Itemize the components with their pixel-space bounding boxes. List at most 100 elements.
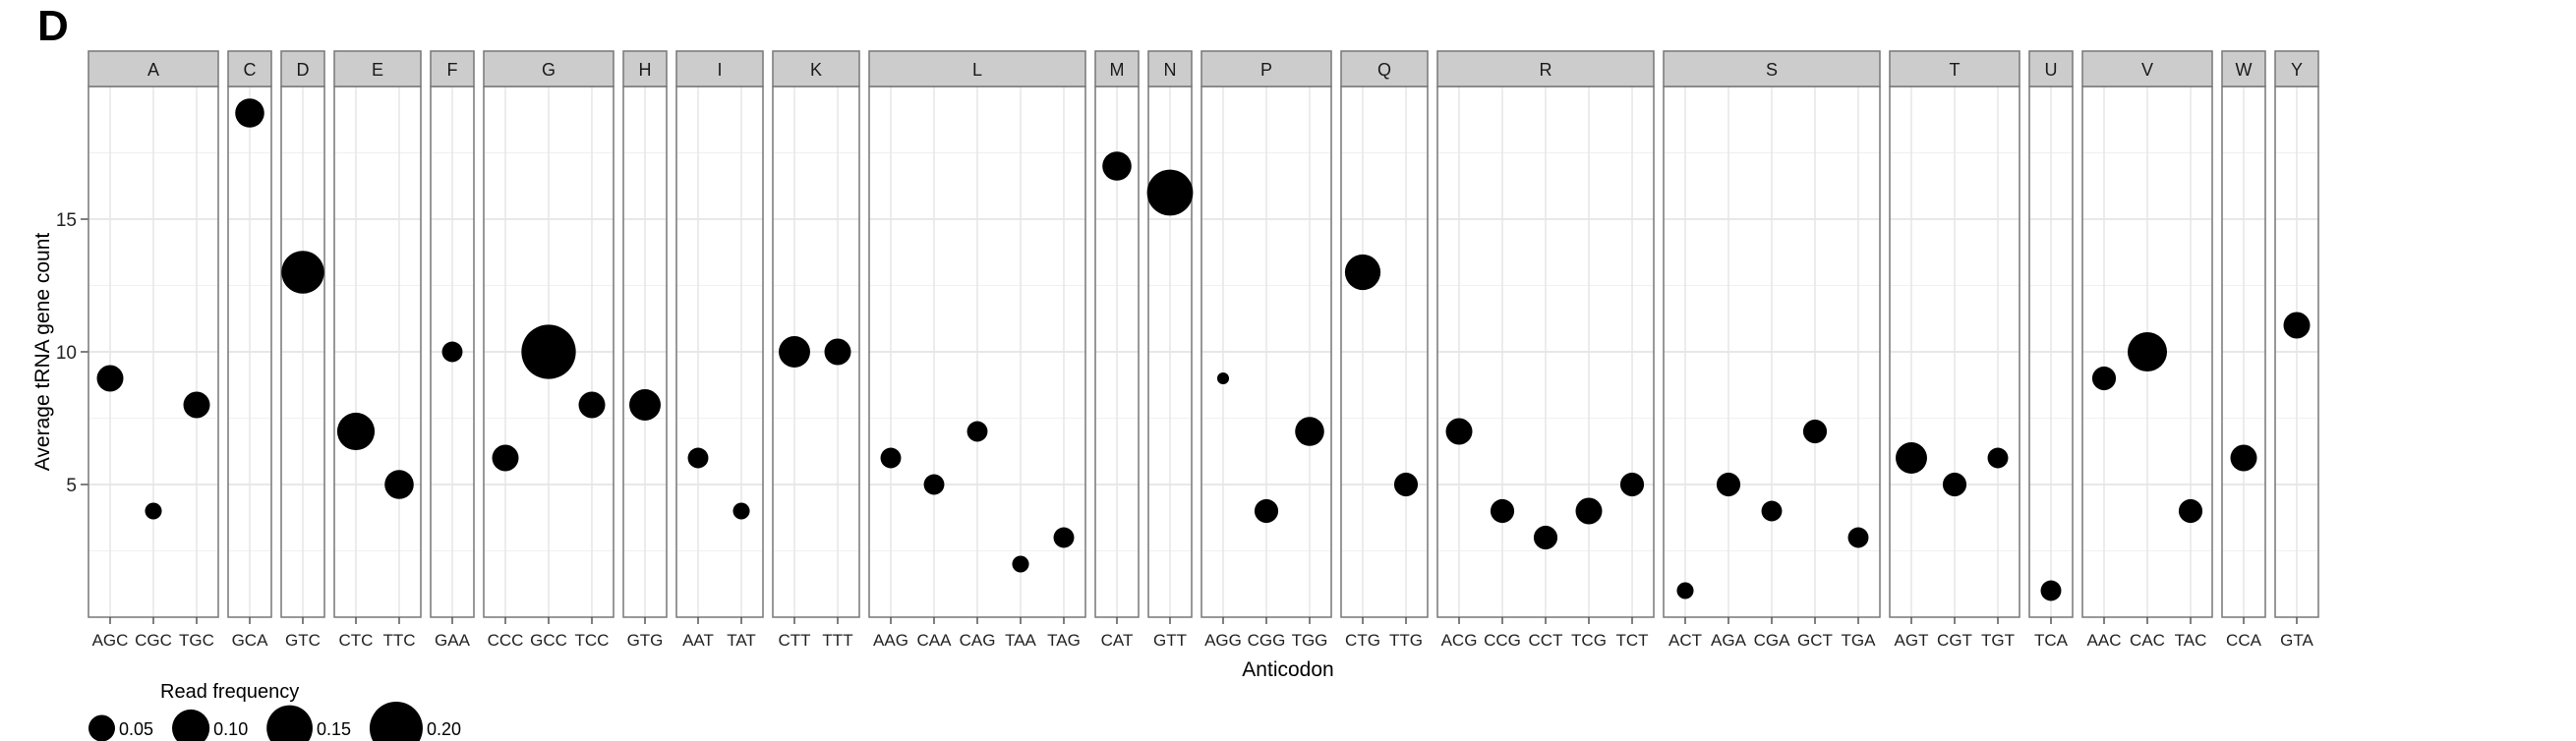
x-tick-label: CGG <box>1248 631 1286 650</box>
facet-strip <box>1663 50 1881 87</box>
data-point-gtg <box>629 389 661 421</box>
facet-strip <box>2221 50 2266 87</box>
data-point-ctc <box>336 412 376 451</box>
x-tick-label: TGG <box>1292 631 1328 650</box>
x-tick-label: CAA <box>917 631 953 650</box>
x-tick-label: CAG <box>960 631 996 650</box>
data-point-cct <box>1533 525 1558 550</box>
x-tick-label: TTT <box>822 631 852 650</box>
facet-strip-label: P <box>1260 60 1272 80</box>
facet-strip-label: D <box>297 60 310 80</box>
facet-strip-label: Y <box>2291 60 2303 80</box>
data-point-cgt <box>1942 472 1967 497</box>
facet-strip <box>1200 50 1332 87</box>
facet-strip-label: A <box>147 60 159 80</box>
x-tick-label: CTG <box>1345 631 1380 650</box>
x-tick-label: GAA <box>435 631 471 650</box>
facet-strip <box>868 50 1086 87</box>
legend-key-label: 0.10 <box>213 719 248 739</box>
facet-strip-label: E <box>372 60 383 80</box>
facet-strip <box>1889 50 2020 87</box>
facet-strip <box>2274 50 2319 87</box>
data-point-tcg <box>1575 497 1603 525</box>
x-tick-label: TAG <box>1047 631 1081 650</box>
y-tick-label: 5 <box>66 476 77 496</box>
x-tick-label: AAC <box>2087 631 2122 650</box>
facet-strip-label: M <box>1110 60 1125 80</box>
data-point-agg <box>1216 371 1230 385</box>
panel-label: D <box>37 2 69 50</box>
x-tick-label: GCA <box>232 631 269 650</box>
facet-strip <box>280 50 325 87</box>
y-tick-label: 15 <box>56 210 77 231</box>
x-tick-label: TCG <box>1571 631 1607 650</box>
x-tick-label: CTT <box>778 631 810 650</box>
x-tick-label: GCC <box>530 631 567 650</box>
data-point-gta <box>2283 312 2311 339</box>
facet-strip-label: L <box>972 60 982 80</box>
facet-strip-label: G <box>542 60 556 80</box>
data-point-cat <box>1102 151 1132 181</box>
data-point-cgc <box>145 502 162 520</box>
facet-strip-label: F <box>447 60 458 80</box>
data-point-ttc <box>384 470 414 499</box>
x-tick-label: CTC <box>339 631 374 650</box>
x-tick-label: TTC <box>382 631 415 650</box>
data-point-cgg <box>1254 498 1279 524</box>
x-tick-label: ACT <box>1669 631 1702 650</box>
facet-strip <box>2081 50 2213 87</box>
data-point-tat <box>732 502 750 520</box>
data-point-aag <box>880 447 902 469</box>
legend-key-label: 0.15 <box>317 719 351 739</box>
legend-key-circle <box>266 705 313 741</box>
data-point-tgc <box>183 391 210 419</box>
x-tick-label: TCA <box>2034 631 2069 650</box>
facet-strip <box>1436 50 1655 87</box>
facet-strip <box>88 50 219 87</box>
facet-strip-label: C <box>244 60 257 80</box>
facet-strip-label: U <box>2045 60 2058 80</box>
facet-strip <box>2028 50 2074 87</box>
data-point-cga <box>1761 500 1783 522</box>
data-point-act <box>1676 582 1694 599</box>
x-tick-label: TGA <box>1842 631 1877 650</box>
facet-strip-label: Q <box>1377 60 1391 80</box>
data-point-aga <box>1716 472 1741 497</box>
facet-strip <box>430 50 475 87</box>
data-point-acg <box>1445 418 1473 445</box>
x-tick-label: CGC <box>135 631 172 650</box>
facet-strip <box>772 50 860 87</box>
facet-strip-label: N <box>1164 60 1177 80</box>
data-point-tga <box>1847 527 1869 548</box>
facet-strip-label: I <box>717 60 722 80</box>
x-tick-label: CGA <box>1754 631 1791 650</box>
data-point-gca <box>235 98 264 128</box>
legend-key-circle <box>172 709 210 741</box>
x-tick-label: AGA <box>1711 631 1747 650</box>
data-point-caa <box>923 474 945 495</box>
data-point-tac <box>2178 498 2203 524</box>
data-point-gtc <box>281 251 324 294</box>
data-point-gcc <box>521 324 576 379</box>
data-point-agt <box>1896 442 1927 474</box>
facet-strip-label: K <box>810 60 822 80</box>
x-tick-label: CAT <box>1101 631 1134 650</box>
data-point-tct <box>1619 472 1645 497</box>
facet-strip-label: V <box>2141 60 2153 80</box>
x-tick-label: TGT <box>1981 631 2015 650</box>
x-tick-label: GTC <box>285 631 321 650</box>
x-tick-label: AAT <box>682 631 714 650</box>
x-tick-label: AGG <box>1204 631 1242 650</box>
x-tick-label: TTG <box>1389 631 1423 650</box>
data-point-ttt <box>824 338 851 366</box>
data-point-ccg <box>1490 498 1515 524</box>
data-point-aac <box>2091 366 2117 391</box>
x-tick-label: ACG <box>1441 631 1478 650</box>
legend-title: Read frequency <box>160 681 299 703</box>
facet-strip-label: S <box>1766 60 1778 80</box>
data-point-ttg <box>1393 472 1419 497</box>
data-point-taa <box>1012 555 1029 573</box>
legend-key-label: 0.20 <box>427 719 461 739</box>
x-tick-label: TAA <box>1005 631 1036 650</box>
x-tick-label: CCG <box>1484 631 1521 650</box>
